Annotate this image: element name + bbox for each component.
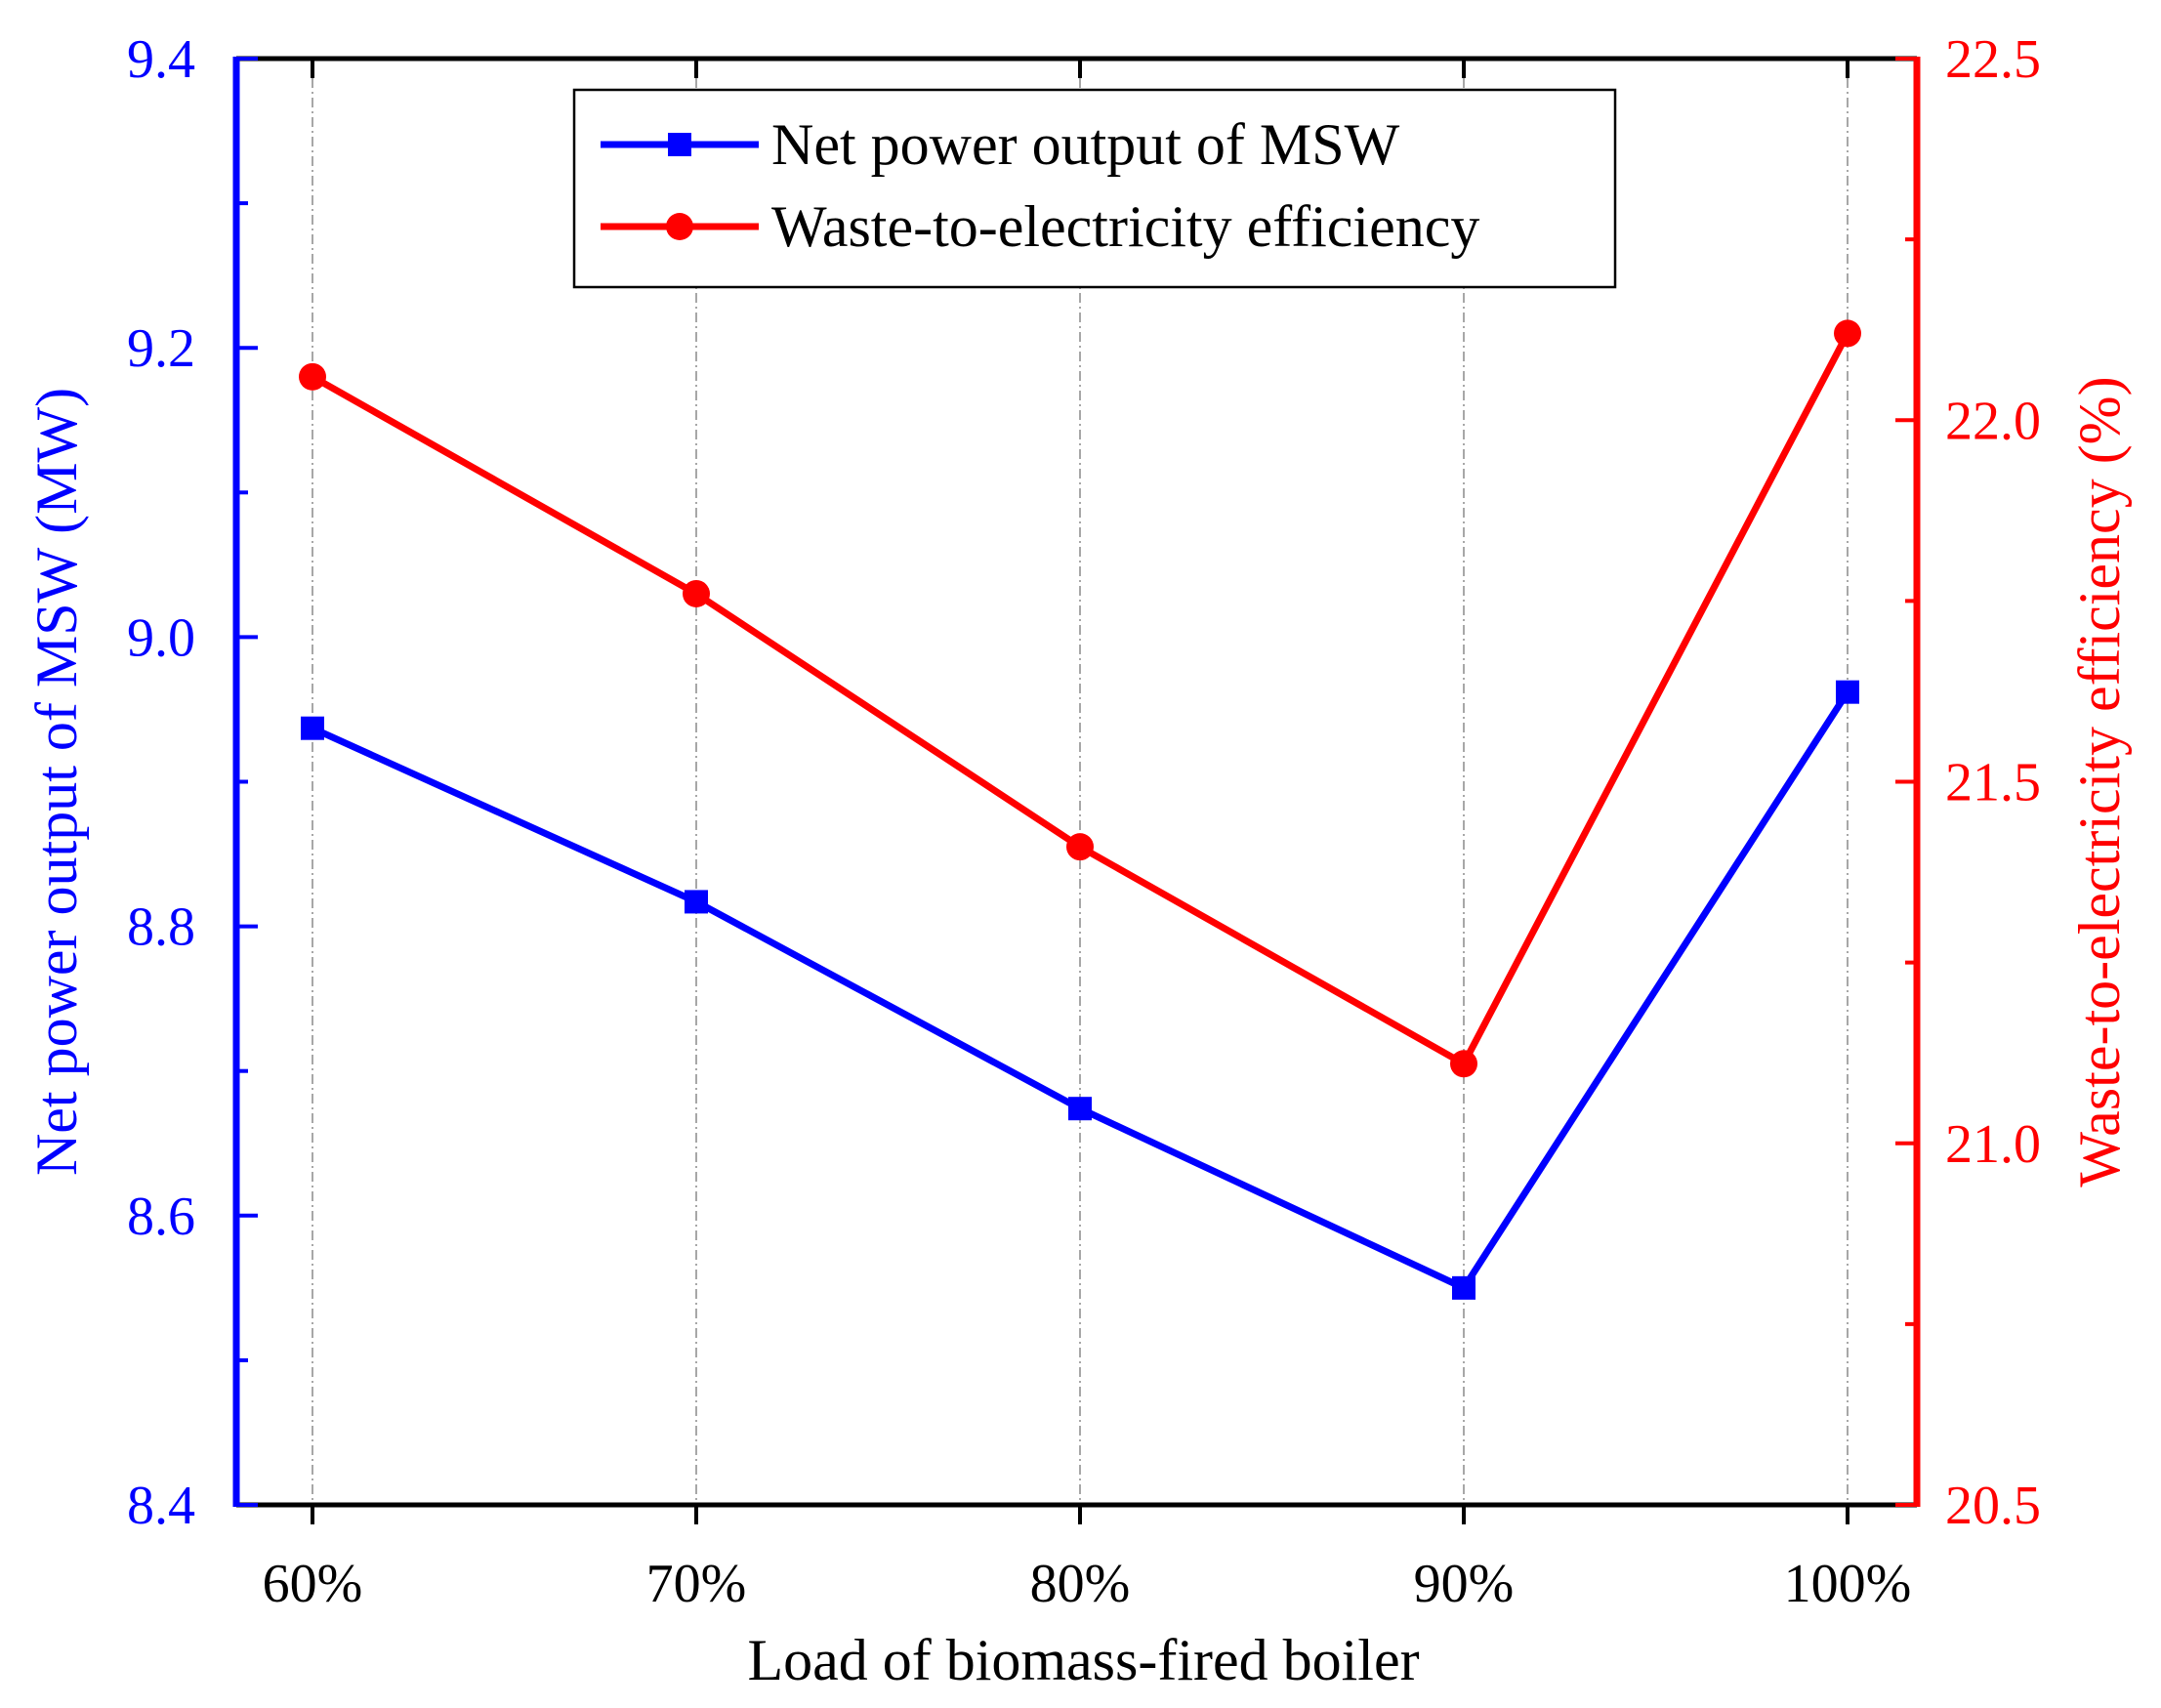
- left-axis-title: Net power output of MSW (MW): [24, 388, 89, 1176]
- grid-layer: [312, 59, 1849, 1505]
- data-point-square: [1068, 1097, 1092, 1121]
- right-tick-label: 22.5: [1945, 29, 2041, 90]
- x-axis-title: Load of biomass-fired boiler: [747, 1628, 1419, 1692]
- x-tick-label: 80%: [1030, 1554, 1131, 1614]
- data-point-square: [685, 890, 708, 914]
- right-tick-label: 21.5: [1945, 753, 2041, 813]
- data-point-square: [1836, 680, 1859, 704]
- data-point-square: [301, 716, 324, 740]
- legend: Net power output of MSW Waste-to-electric…: [572, 88, 1617, 289]
- x-tick-label: 100%: [1784, 1554, 1912, 1614]
- left-tick-label: 8.8: [127, 897, 195, 958]
- left-tick-label: 8.6: [127, 1187, 195, 1247]
- right-axis-title: Waste-to-electricity efficiency (%): [2067, 376, 2132, 1187]
- x-tick-label: 60%: [263, 1554, 363, 1614]
- data-point-circle: [683, 579, 710, 607]
- legend-marker-circle: [666, 213, 693, 240]
- data-point-circle: [299, 362, 326, 391]
- right-tick-label: 22.0: [1945, 391, 2041, 451]
- legend-label: Net power output of MSW: [771, 112, 1400, 177]
- data-point-circle: [1834, 319, 1861, 348]
- left-tick-label: 9.4: [127, 29, 195, 90]
- right-tick-label: 21.0: [1945, 1114, 2041, 1175]
- x-tick-label: 90%: [1414, 1554, 1515, 1614]
- x-tick-label: 70%: [646, 1554, 747, 1614]
- legend-box: [572, 88, 1617, 289]
- series-layer: [299, 319, 1861, 1300]
- left-tick-label: 9.2: [127, 318, 195, 379]
- data-point-square: [1452, 1275, 1475, 1300]
- left-tick-label: 8.4: [127, 1476, 195, 1536]
- left-tick-label: 9.0: [127, 607, 195, 668]
- legend-label: Waste-to-electricity efficiency: [771, 194, 1479, 259]
- data-point-circle: [1450, 1050, 1477, 1078]
- right-tick-label: 20.5: [1945, 1476, 2041, 1536]
- legend-marker-square: [668, 133, 691, 156]
- data-point-circle: [1066, 833, 1094, 861]
- axes-layer: 60% 70% 80% 90% 100% Load of biomass-fired bo…: [24, 29, 2132, 1692]
